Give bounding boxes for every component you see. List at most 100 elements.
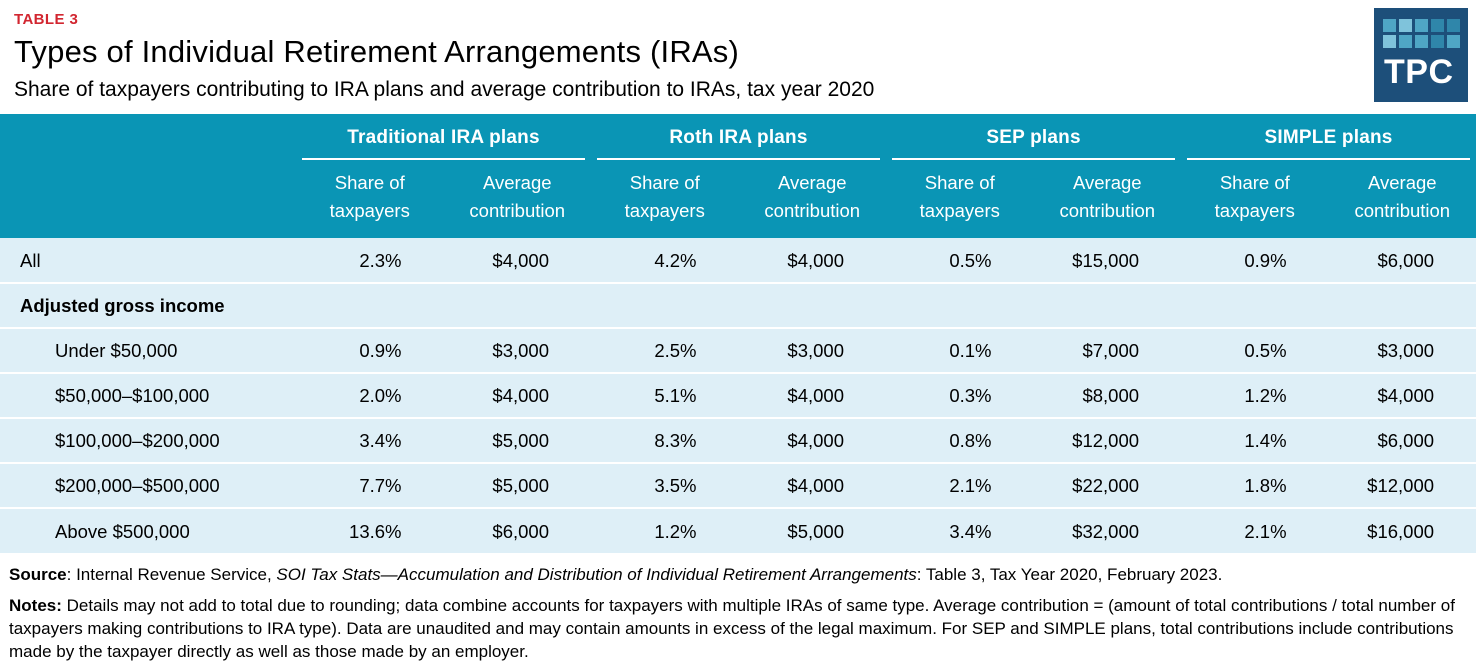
value-cell: $16,000 [1367, 520, 1435, 542]
value-cell: 0.5% [1244, 340, 1287, 362]
subheader-share-of-taxpayers: Share of taxpayers [296, 160, 444, 239]
page-title: Types of Individual Retirement Arrangeme… [14, 34, 740, 69]
value-cell: $5,000 [492, 430, 549, 452]
value-cell: 7.7% [359, 475, 402, 497]
value-cell: $4,000 [787, 385, 845, 407]
logo-square [1414, 19, 1428, 32]
value-cell: $3,000 [492, 340, 549, 362]
sub-header-row: Share of taxpayers Average contribution … [0, 160, 1476, 239]
value-cell: $4,000 [787, 475, 845, 497]
table-row-100000-200000: $100,000–$200,000 3.4% $5,000 8.3% $4,00… [0, 418, 1476, 464]
subheader-average-contribution: Average contribution [738, 160, 887, 239]
value-cell: 3.4% [949, 520, 992, 542]
logo-square [1398, 19, 1412, 32]
logo-square [1382, 19, 1396, 32]
notes-body: Details may not add to total due to roun… [9, 596, 1455, 662]
table-row-above-500000: Above $500,000 13.6% $6,000 1.2% $5,000 … [0, 508, 1476, 554]
table-row-200000-500000: $200,000–$500,000 7.7% $5,000 3.5% $4,00… [0, 463, 1476, 509]
section-label: Adjusted gross income [20, 295, 225, 317]
value-cell: 1.8% [1244, 475, 1287, 497]
value-cell: $4,000 [1377, 385, 1435, 407]
value-cell: 0.3% [949, 385, 992, 407]
value-cell: 0.1% [949, 340, 992, 362]
value-cell: 5.1% [654, 385, 697, 407]
source-citation: : Table 3, Tax Year 2020, February 2023. [916, 565, 1223, 585]
value-cell: $4,000 [492, 249, 549, 271]
subheader-average-contribution: Average contribution [1033, 160, 1182, 239]
subheader-share-of-taxpayers: Share of taxpayers [1181, 160, 1329, 239]
value-cell: 4.2% [654, 249, 697, 271]
source-text: Source: Internal Revenue Service, SOI Ta… [9, 564, 1466, 586]
table-body: All 2.3% $4,000 4.2% $4,000 0.5% $15,000… [0, 238, 1476, 554]
notes-label: Notes: [9, 596, 62, 616]
logo-square [1446, 35, 1460, 48]
row-label: $100,000–$200,000 [55, 430, 220, 452]
logo-square [1430, 35, 1444, 48]
logo-square [1398, 35, 1412, 48]
value-cell: $5,000 [787, 520, 845, 542]
value-cell: 2.1% [1244, 520, 1287, 542]
source-body: : Internal Revenue Service, [66, 565, 277, 585]
logo-square [1430, 19, 1444, 32]
column-group-traditional: Traditional IRA plans [296, 113, 591, 161]
section-row-adjusted-gross-income: Adjusted gross income [0, 283, 1476, 329]
masthead: TABLE 3 Types of Individual Retirement A… [0, 0, 1476, 112]
value-cell: 1.4% [1244, 430, 1287, 452]
value-cell: $22,000 [1072, 475, 1140, 497]
row-label: Under $50,000 [55, 340, 178, 362]
value-cell: $8,000 [1082, 385, 1140, 407]
value-cell: 0.5% [949, 249, 992, 271]
header-spacer-cell [0, 113, 296, 161]
value-cell: $5,000 [492, 475, 549, 497]
logo-square [1414, 35, 1428, 48]
value-cell: $15,000 [1072, 249, 1140, 271]
column-group-label: Roth IRA plans [669, 126, 808, 148]
value-cell: $12,000 [1367, 475, 1435, 497]
header-spacer-cell [0, 160, 296, 239]
value-cell: $4,000 [787, 249, 845, 271]
value-cell: 2.1% [949, 475, 992, 497]
column-group-label: SIMPLE plans [1264, 126, 1393, 148]
value-cell: 3.5% [654, 475, 697, 497]
value-cell: 2.3% [359, 249, 402, 271]
logo-square [1382, 35, 1396, 48]
value-cell: $7,000 [1082, 340, 1140, 362]
row-label: All [20, 249, 41, 271]
column-group-roth: Roth IRA plans [591, 113, 887, 161]
value-cell: 0.9% [359, 340, 402, 362]
value-cell: 3.4% [359, 430, 402, 452]
column-group-row: Traditional IRA plans Roth IRA plans SEP… [0, 113, 1476, 161]
value-cell: $6,000 [1377, 430, 1435, 452]
value-cell: $4,000 [787, 430, 845, 452]
row-label: $50,000–$100,000 [55, 385, 210, 407]
table-header: Traditional IRA plans Roth IRA plans SEP… [0, 113, 1476, 239]
table-row-all: All 2.3% $4,000 4.2% $4,000 0.5% $15,000… [0, 238, 1476, 284]
row-label: Above $500,000 [55, 520, 190, 542]
column-group-label: SEP plans [986, 126, 1081, 148]
value-cell: $6,000 [492, 520, 549, 542]
notes-text: Notes: Details may not add to total due … [9, 595, 1466, 664]
tpc-logo-mosaic [1382, 19, 1460, 48]
row-label: $200,000–$500,000 [55, 475, 220, 497]
value-cell: 2.0% [359, 385, 402, 407]
subheader-share-of-taxpayers: Share of taxpayers [591, 160, 739, 239]
column-group-sep: SEP plans [886, 113, 1182, 161]
table-row-50000-100000: $50,000–$100,000 2.0% $4,000 5.1% $4,000… [0, 373, 1476, 419]
subheader-share-of-taxpayers: Share of taxpayers [886, 160, 1034, 239]
subheader-average-contribution: Average contribution [1328, 160, 1476, 239]
value-cell: $6,000 [1377, 249, 1435, 271]
value-cell: $12,000 [1072, 430, 1140, 452]
value-cell: 0.8% [949, 430, 992, 452]
value-cell: 2.5% [654, 340, 697, 362]
value-cell: 1.2% [1244, 385, 1287, 407]
value-cell: 13.6% [349, 520, 402, 542]
value-cell: $3,000 [787, 340, 845, 362]
logo-square [1446, 19, 1460, 32]
value-cell: 1.2% [654, 520, 697, 542]
tpc-logo: TPC [1374, 8, 1468, 102]
source-publication: SOI Tax Stats—Accumulation and Distribut… [276, 565, 917, 585]
value-cell: $4,000 [492, 385, 549, 407]
page-subtitle: Share of taxpayers contributing to IRA p… [14, 77, 875, 101]
tpc-logo-text: TPC [1384, 53, 1454, 91]
column-group-simple: SIMPLE plans [1181, 113, 1476, 161]
